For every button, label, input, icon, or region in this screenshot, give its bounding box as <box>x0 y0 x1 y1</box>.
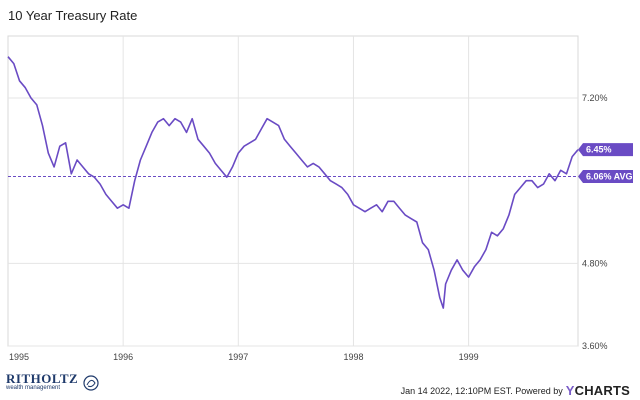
timestamp: Jan 14 2022, 12:10PM EST. Powered by <box>400 385 563 396</box>
last-value-badge-text: 6.45% <box>586 145 612 155</box>
ycharts-logo[interactable]: YCHARTS <box>566 383 630 398</box>
x-tick-label: 1995 <box>9 352 29 362</box>
y-tick-label: 3.60% <box>582 341 608 351</box>
average-badge-text: 6.06% AVG <box>586 172 633 182</box>
x-tick-label: 1997 <box>228 352 248 362</box>
last-value-badge-bg <box>578 143 633 157</box>
brand-subtitle: wealth management <box>6 385 61 391</box>
ycharts-rest: CHARTS <box>574 383 630 398</box>
average-badge-bg <box>578 170 633 184</box>
x-tick-label: 1998 <box>343 352 363 362</box>
chart-title: 10 Year Treasury Rate <box>8 8 138 23</box>
brand-name: RITHOLTZ <box>6 371 79 386</box>
x-tick-label: 1996 <box>113 352 133 362</box>
y-tick-label: 4.80% <box>582 258 608 268</box>
ycharts-y: Y <box>565 383 575 398</box>
brand-emblem-icon <box>83 374 99 391</box>
brand-text: RITHOLTZ wealth management <box>6 371 79 392</box>
x-tick-label: 1999 <box>459 352 479 362</box>
footer-attribution: Jan 14 2022, 12:10PM EST. Powered by YCH… <box>401 383 630 398</box>
brand-logo: RITHOLTZ wealth management <box>6 371 100 392</box>
y-tick-label: 7.20% <box>582 93 608 103</box>
series-line <box>7 56 579 309</box>
plot-frame <box>7 35 579 347</box>
